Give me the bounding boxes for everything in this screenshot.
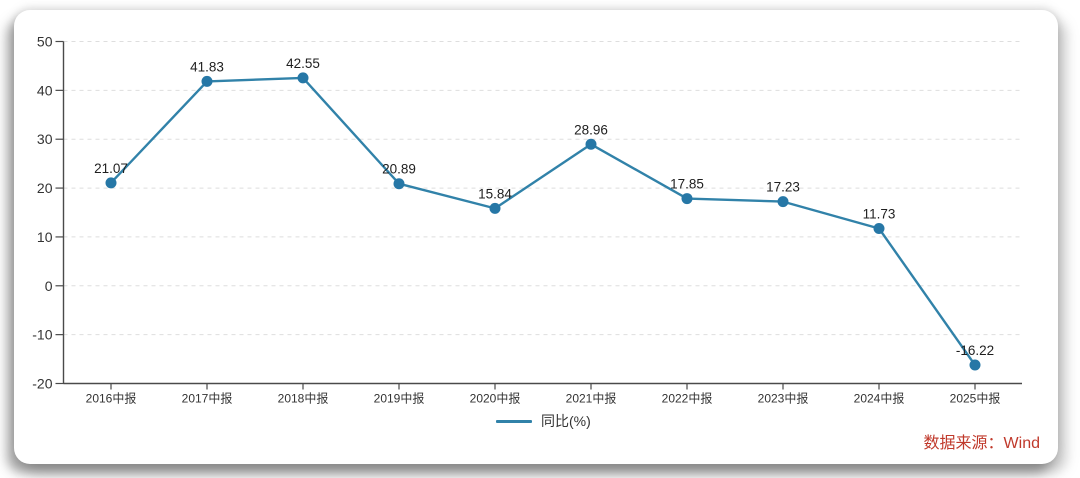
data-point bbox=[585, 138, 597, 150]
series-line bbox=[109, 76, 977, 367]
data-point bbox=[201, 75, 213, 87]
chart-card: 50 40 30 20 10 0 -10 -20 2016中报 2017中报 2018中报 2019中… bbox=[14, 10, 1058, 464]
data-point bbox=[777, 196, 789, 208]
legend-label: 同比(%) bbox=[541, 413, 591, 429]
value-label: 28.96 bbox=[574, 122, 608, 137]
value-label: 21.07 bbox=[94, 161, 128, 176]
x-tick-label: 2023中报 bbox=[758, 391, 809, 406]
y-tick-label: 10 bbox=[37, 229, 53, 245]
x-tick-label: 2017中报 bbox=[182, 391, 233, 406]
x-tick-label: 2021中报 bbox=[566, 391, 617, 406]
value-label: 17.23 bbox=[766, 180, 800, 195]
y-tick-label: -10 bbox=[32, 327, 52, 343]
value-label: 11.73 bbox=[863, 206, 896, 221]
x-tick-label: 2019中报 bbox=[374, 391, 425, 406]
legend: 同比(%) bbox=[496, 411, 591, 431]
data-source-label: 数据来源：Wind bbox=[923, 435, 1040, 452]
value-label: 42.55 bbox=[286, 56, 320, 71]
x-tick-label: 2020中报 bbox=[470, 391, 521, 406]
data-point bbox=[969, 359, 981, 371]
data-point bbox=[873, 222, 885, 234]
x-tick-label: 2018中报 bbox=[278, 391, 329, 406]
data-point bbox=[297, 72, 309, 84]
line-chart: 50 40 30 20 10 0 -10 -20 2016中报 2017中报 2018中报 2019中… bbox=[32, 34, 1022, 406]
x-tick-label: 2022中报 bbox=[662, 391, 713, 406]
x-tick-label: 2025中报 bbox=[950, 391, 1001, 406]
y-tick-label: 20 bbox=[37, 180, 53, 196]
data-point bbox=[681, 193, 693, 205]
value-label: 41.83 bbox=[190, 59, 224, 74]
y-tick-label: -20 bbox=[32, 376, 52, 392]
value-label: 20.89 bbox=[382, 162, 416, 177]
value-label: 17.85 bbox=[670, 177, 704, 192]
legend-line-swatch bbox=[496, 419, 532, 423]
value-label: -16.22 bbox=[956, 343, 994, 358]
data-point bbox=[105, 177, 117, 189]
data-point bbox=[393, 178, 405, 190]
value-label: 15.84 bbox=[478, 186, 512, 201]
y-tick-label: 40 bbox=[37, 82, 53, 98]
y-tick-label: 50 bbox=[37, 34, 53, 50]
y-tick-label: 30 bbox=[37, 131, 53, 147]
x-tick-label: 2024中报 bbox=[854, 391, 905, 406]
data-point bbox=[489, 202, 501, 214]
y-tick-label: 0 bbox=[45, 278, 53, 294]
x-tick-label: 2016中报 bbox=[86, 391, 137, 406]
